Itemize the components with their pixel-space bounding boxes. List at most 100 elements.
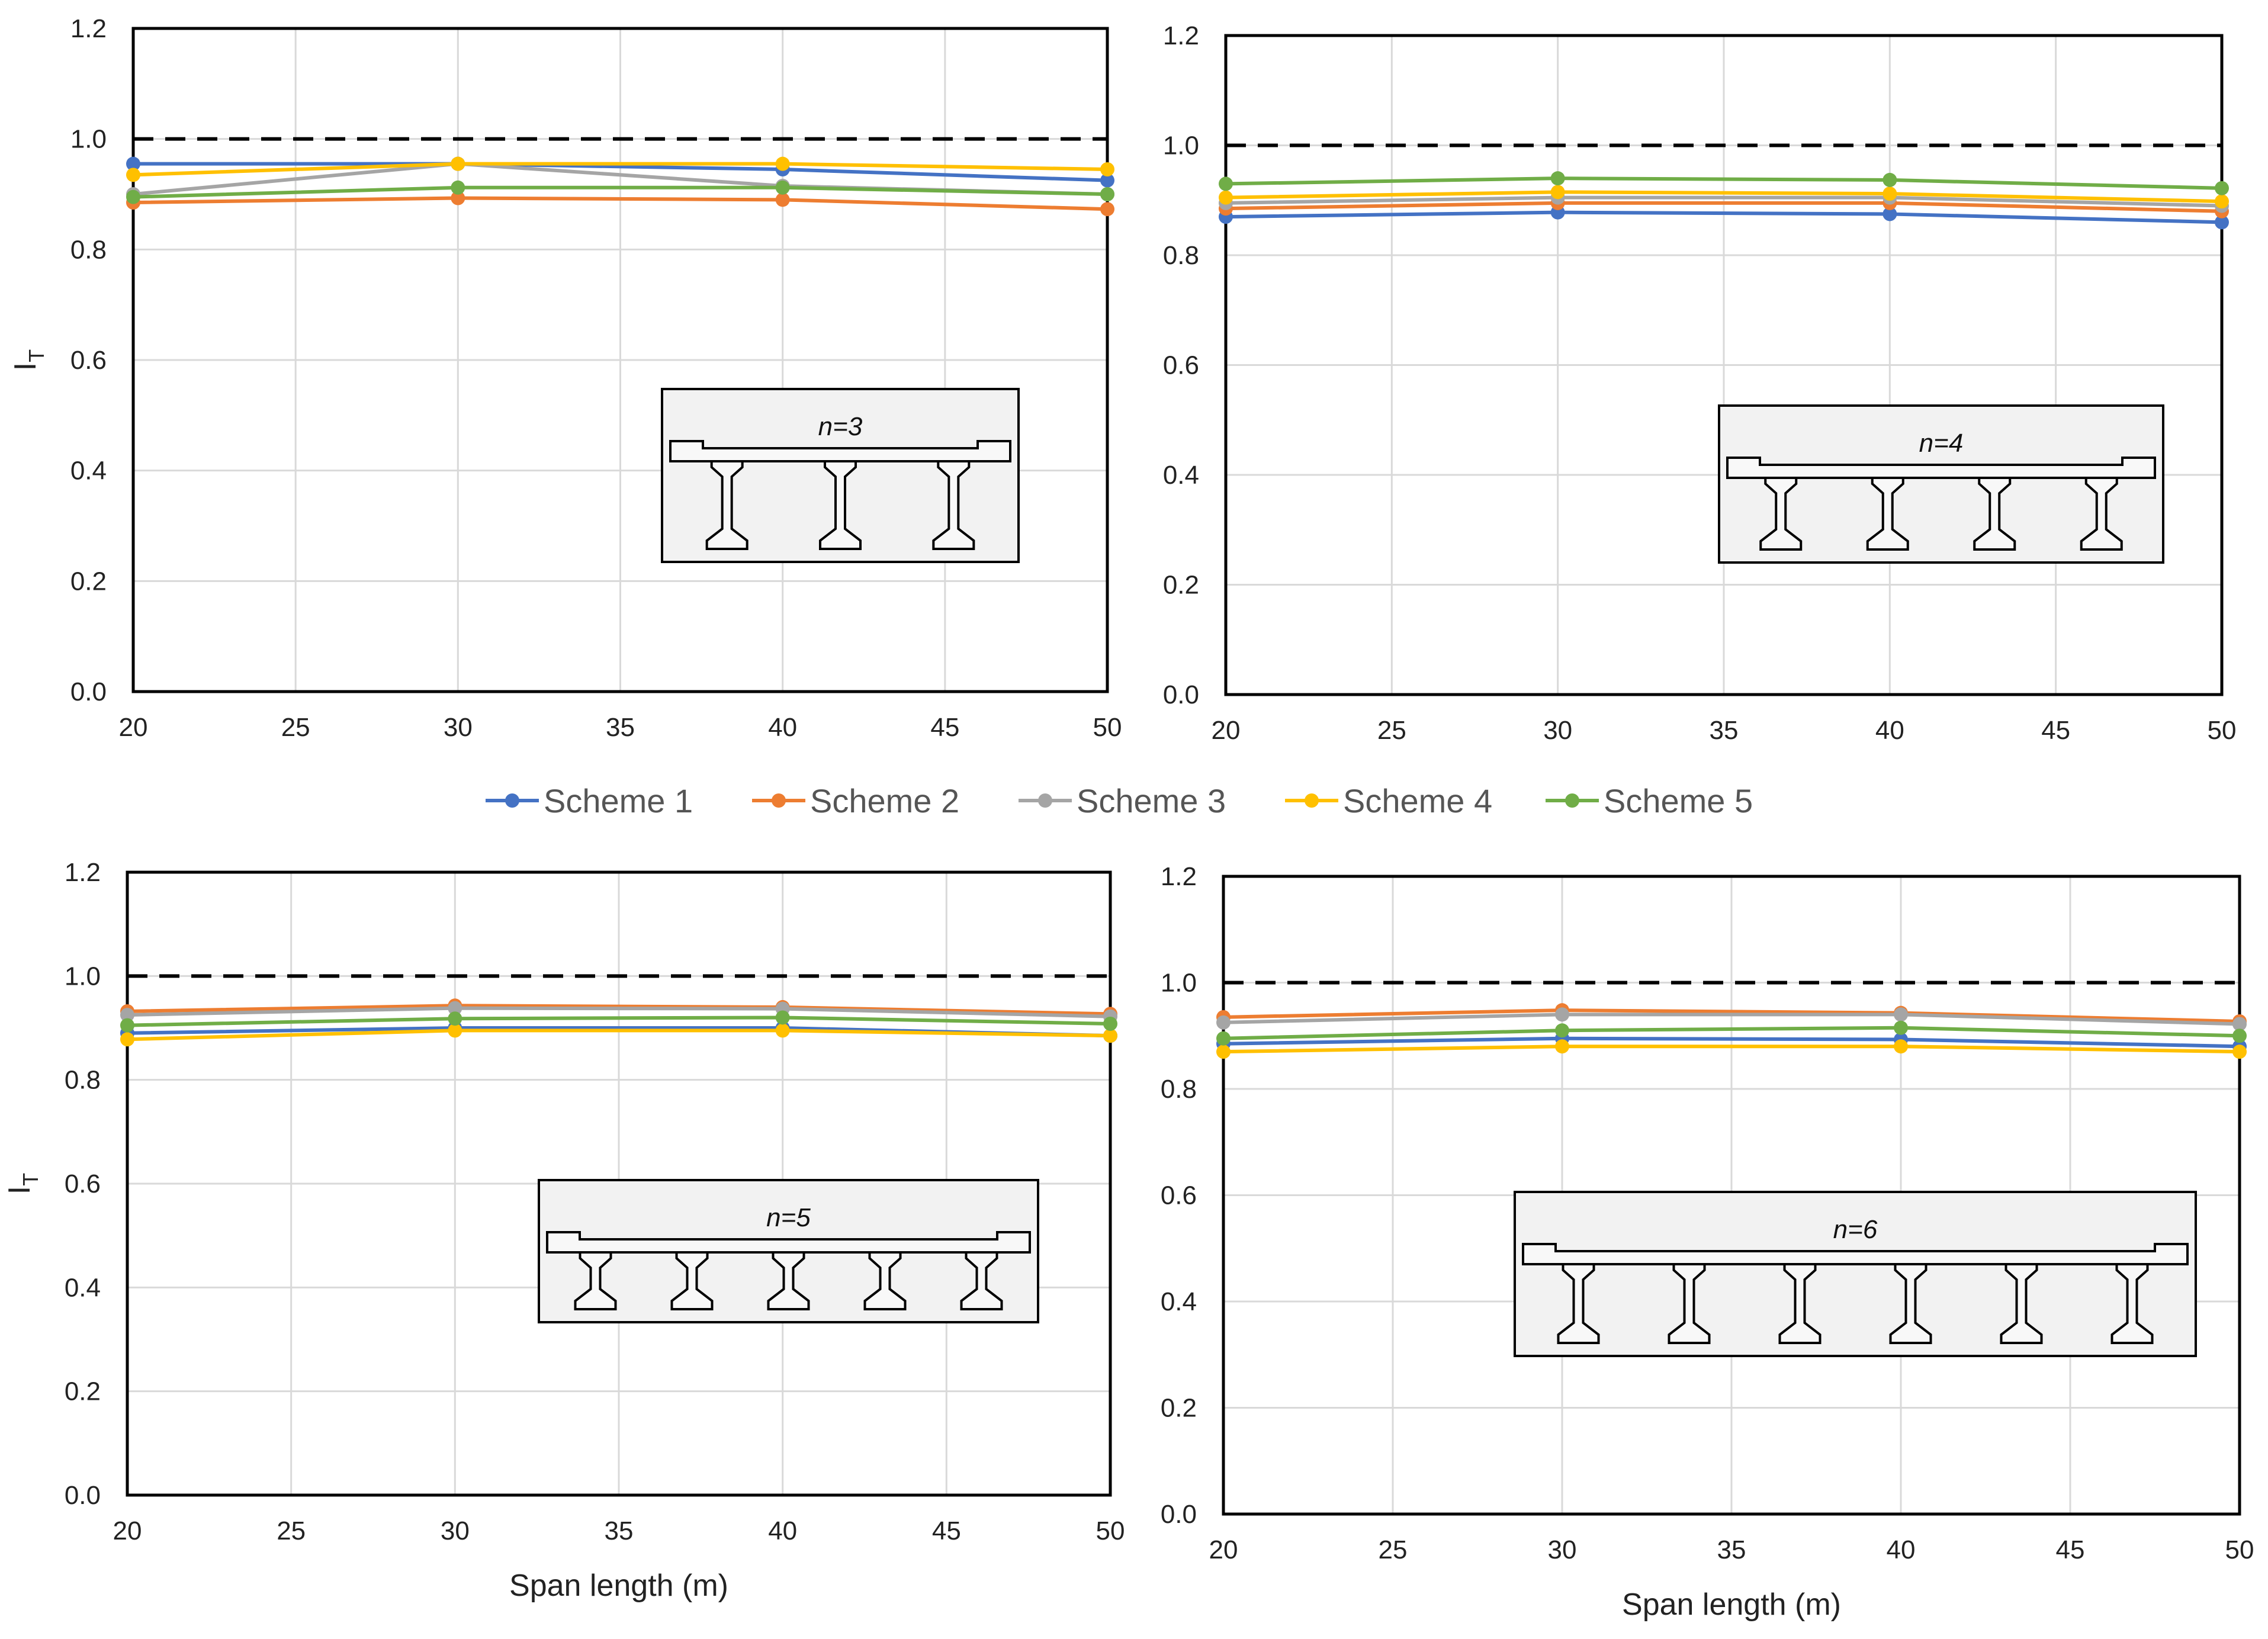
- x-tick-label: 40: [1875, 716, 1904, 745]
- x-tick-label: 50: [1093, 713, 1122, 742]
- girder: [1889, 1263, 1932, 1344]
- x-tick-label: 50: [2225, 1535, 2254, 1564]
- x-tick-label: 35: [605, 1516, 634, 1545]
- series-line: [133, 196, 1108, 211]
- series-line: [1223, 1008, 2240, 1024]
- y-tick-label: 0.6: [1161, 1181, 1197, 1210]
- cross-section-inset: n=5: [538, 1179, 1039, 1323]
- legend-label: Scheme 5: [1604, 782, 1753, 820]
- x-tick-label: 35: [606, 713, 635, 742]
- inset-label: n=5: [766, 1203, 811, 1232]
- girder: [1668, 1263, 1711, 1344]
- y-tick-label: 0.2: [1163, 571, 1199, 600]
- cross-section-inset: n=3: [661, 388, 1020, 563]
- y-tick-label: 0.6: [70, 346, 107, 375]
- series-line: [1223, 1013, 2240, 1026]
- series-line: [1225, 210, 2222, 224]
- data-point: [2215, 181, 2229, 195]
- series-line: [1225, 201, 2222, 213]
- data-point: [448, 1023, 462, 1038]
- legend-item: Scheme 5: [1546, 782, 1753, 820]
- data-point: [1882, 187, 1897, 201]
- legend-swatch-marker: [1565, 793, 1579, 808]
- y-tick-label: 0.4: [70, 457, 107, 486]
- data-point: [451, 180, 465, 195]
- series-line: [1223, 1026, 2240, 1040]
- y-tick-label: 0.0: [70, 677, 107, 706]
- y-tick-label: 0.4: [65, 1273, 101, 1302]
- data-point: [1555, 1007, 1569, 1022]
- legend-label: Scheme 2: [810, 782, 959, 820]
- y-tick-label: 0.4: [1163, 461, 1199, 490]
- data-point: [2232, 1017, 2247, 1031]
- legend-swatch-marker: [772, 793, 786, 808]
- data-point: [1100, 162, 1114, 176]
- series-line: [127, 1006, 1111, 1018]
- series-line: [133, 185, 1108, 199]
- series-line: [1225, 195, 2222, 208]
- girder: [705, 460, 748, 550]
- girder: [2110, 1263, 2154, 1344]
- girder: [767, 1251, 810, 1310]
- data-point: [2215, 194, 2229, 209]
- plot-frame: [131, 27, 1109, 693]
- legend-item: Scheme 3: [1019, 782, 1226, 820]
- deck-slab: [669, 440, 1011, 462]
- legend-swatch-marker: [505, 793, 519, 808]
- legend-label: Scheme 1: [544, 782, 693, 820]
- x-tick-label: 20: [119, 713, 148, 742]
- x-tick-label: 30: [444, 713, 473, 742]
- data-point: [120, 1018, 134, 1033]
- data-point: [448, 1001, 462, 1015]
- x-tick-label: 35: [1710, 716, 1739, 745]
- chart-panel-n=5: 0.0 0.2 0.4 0.6 0.8 1.0 1.2 20 25 30 35 40 45 50 IT Spa…: [2, 858, 1125, 1603]
- series-line: [1223, 1045, 2240, 1054]
- data-point: [1894, 1020, 1908, 1035]
- girder: [1759, 477, 1803, 551]
- girder: [932, 460, 975, 550]
- x-tick-label: 45: [2041, 716, 2070, 745]
- data-point: [1100, 202, 1114, 217]
- plot-frame: [1222, 875, 2241, 1516]
- y-tick-label: 0.0: [1163, 680, 1199, 709]
- girder: [1557, 1263, 1600, 1344]
- deck-slab: [1522, 1243, 2189, 1265]
- data-point: [1550, 185, 1565, 200]
- x-tick-label: 25: [1377, 716, 1406, 745]
- x-tick-label: 35: [1717, 1535, 1746, 1564]
- x-tick-label: 40: [768, 713, 797, 742]
- data-point: [1100, 173, 1114, 188]
- chart-panel-n=3: 0.0 0.2 0.4 0.6 0.8 1.0 1.2 20 25 30 35 40 45 50 IT n=3: [8, 14, 1122, 742]
- legend-item: Scheme 1: [486, 782, 693, 820]
- series-line: [127, 1004, 1111, 1016]
- data-point: [2232, 1045, 2247, 1059]
- legend-swatch-marker: [1305, 793, 1319, 808]
- girder: [2080, 477, 2123, 551]
- data-point: [1216, 1015, 1231, 1030]
- inset-frame: [1514, 1191, 2197, 1357]
- data-point: [451, 191, 465, 205]
- data-point: [1219, 176, 1233, 191]
- girder: [1973, 477, 2016, 551]
- x-tick-label: 45: [930, 713, 959, 742]
- data-point: [1894, 1007, 1908, 1022]
- y-tick-label: 0.8: [1163, 241, 1199, 270]
- y-tick-label: 1.0: [1161, 969, 1197, 998]
- x-tick-label: 40: [1887, 1535, 1916, 1564]
- inset-label: n=4: [1919, 429, 1964, 458]
- y-tick-label: 1.2: [65, 858, 101, 887]
- data-point: [1555, 1023, 1569, 1038]
- data-point: [126, 168, 140, 182]
- inset-label: n=6: [1833, 1215, 1878, 1244]
- y-tick-label: 0.2: [65, 1377, 101, 1406]
- x-tick-label: 45: [932, 1516, 961, 1545]
- y-tick-label: 0.8: [1161, 1075, 1197, 1104]
- series-line: [133, 162, 1108, 177]
- data-point: [1219, 190, 1233, 205]
- data-point: [1882, 207, 1897, 221]
- x-tick-label: 20: [113, 1516, 142, 1545]
- x-tick-label: 25: [281, 713, 310, 742]
- y-tick-label: 1.0: [70, 125, 107, 154]
- deck-slab: [1726, 457, 2156, 479]
